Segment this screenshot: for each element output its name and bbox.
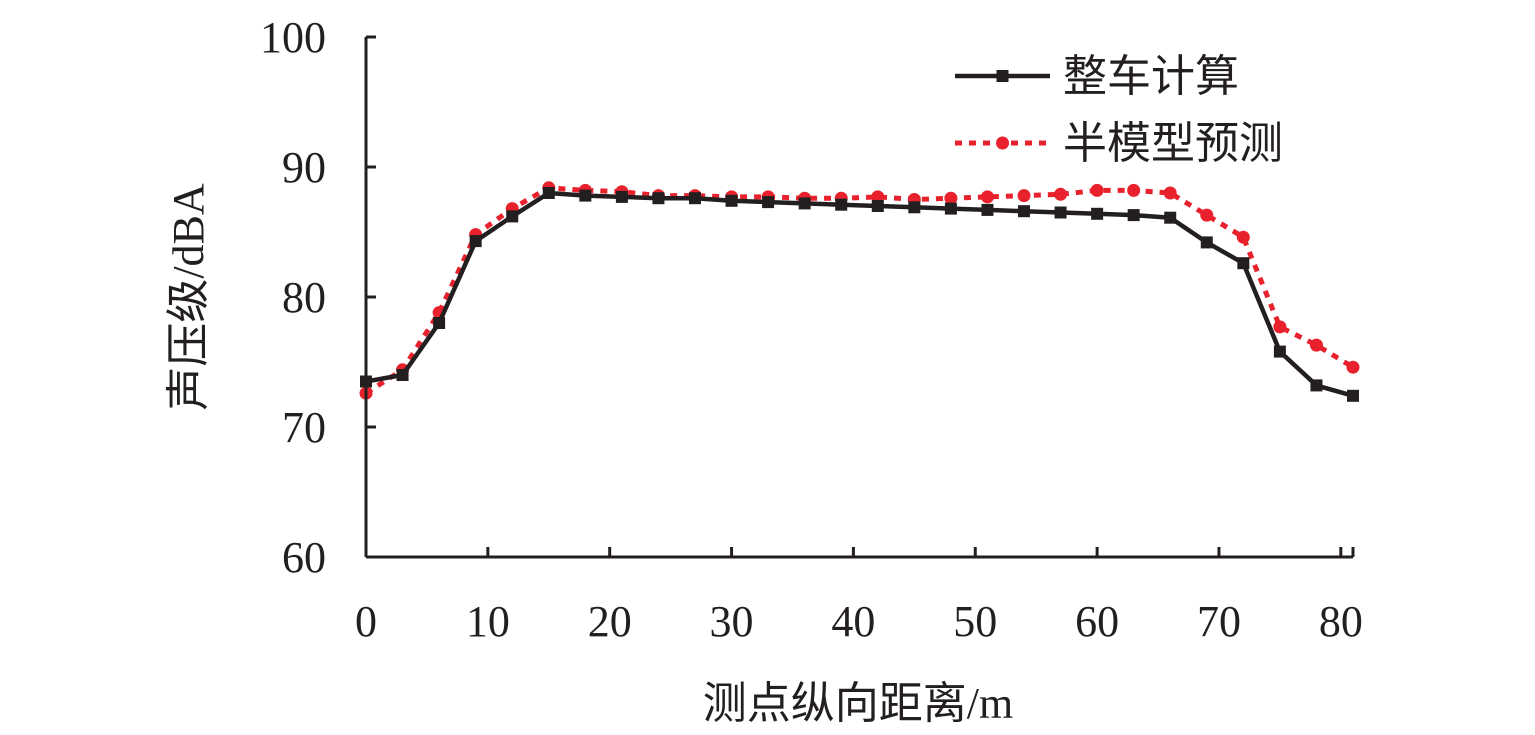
legend-marker-half-model	[996, 136, 1009, 150]
axes: 60 70 80 90 100 0 10 20 30 40 50 60 70 80	[260, 13, 1363, 646]
data-point	[689, 192, 701, 205]
data-point	[1018, 205, 1030, 218]
data-point	[981, 203, 994, 216]
data-point	[652, 192, 665, 205]
data-point	[798, 197, 811, 210]
data-point	[1127, 209, 1140, 222]
y-tick-label: 100	[260, 13, 326, 62]
data-point	[1017, 189, 1031, 203]
data-point	[835, 198, 848, 211]
data-point	[579, 189, 592, 202]
y-tick-label: 80	[282, 273, 326, 322]
data-point	[1346, 360, 1360, 374]
y-axis-title: 声压级/dBA	[164, 183, 213, 411]
x-tick-label: 80	[1319, 597, 1363, 646]
data-point	[1164, 211, 1177, 224]
x-axis-ticks: 0 10 20 30 40 50 60 70 80	[355, 547, 1363, 646]
legend-label-full-vehicle: 整车计算	[1063, 52, 1239, 101]
data-point	[944, 191, 958, 205]
data-point	[1273, 320, 1287, 334]
data-point	[1200, 208, 1214, 222]
x-tick-label: 50	[953, 597, 997, 646]
data-point	[469, 235, 482, 248]
x-tick-label: 60	[1075, 597, 1119, 646]
plot-area	[359, 181, 1360, 402]
data-point	[1127, 183, 1141, 197]
data-point	[1054, 206, 1067, 219]
data-point	[908, 201, 921, 214]
data-point	[980, 190, 994, 204]
data-point	[506, 210, 519, 223]
x-tick-label: 30	[710, 597, 754, 646]
data-point	[1273, 345, 1286, 358]
series-line	[364, 185, 1355, 396]
legend-item-half-model: 半模型预测	[955, 119, 1283, 168]
x-tick-label: 20	[588, 597, 632, 646]
y-tick-label: 70	[282, 403, 326, 452]
legend-label-half-model: 半模型预测	[1063, 119, 1283, 168]
data-point	[1200, 236, 1213, 249]
data-point	[944, 202, 957, 215]
data-point	[1237, 257, 1250, 270]
data-point	[725, 194, 738, 207]
data-point	[542, 187, 555, 199]
data-point	[1090, 183, 1104, 197]
y-tick-label: 60	[282, 533, 326, 582]
x-tick-label: 40	[831, 597, 875, 646]
data-point	[1310, 379, 1323, 392]
data-point	[1091, 207, 1104, 220]
data-point	[396, 369, 409, 381]
legend-item-full-vehicle: 整车计算	[955, 52, 1239, 101]
data-point	[433, 317, 446, 329]
x-tick-label: 10	[466, 597, 510, 646]
data-point	[1347, 389, 1359, 402]
legend: 整车计算 半模型预测	[955, 52, 1283, 168]
legend-marker-full-vehicle	[996, 70, 1009, 82]
y-axis-ticks: 60 70 80 90 100	[260, 13, 376, 582]
data-point	[871, 200, 884, 212]
data-point	[1163, 186, 1177, 200]
series-full-vehicle	[360, 187, 1359, 402]
data-point	[1309, 338, 1323, 352]
data-point	[1054, 187, 1068, 201]
x-tick-label: 0	[355, 597, 377, 646]
data-point	[1236, 230, 1250, 244]
data-point	[762, 196, 775, 209]
x-tick-label: 70	[1197, 597, 1241, 646]
series-line	[365, 190, 1354, 398]
data-point	[615, 190, 628, 203]
x-axis-title: 测点纵向距离/m	[703, 679, 1013, 728]
y-tick-label: 90	[282, 143, 326, 192]
